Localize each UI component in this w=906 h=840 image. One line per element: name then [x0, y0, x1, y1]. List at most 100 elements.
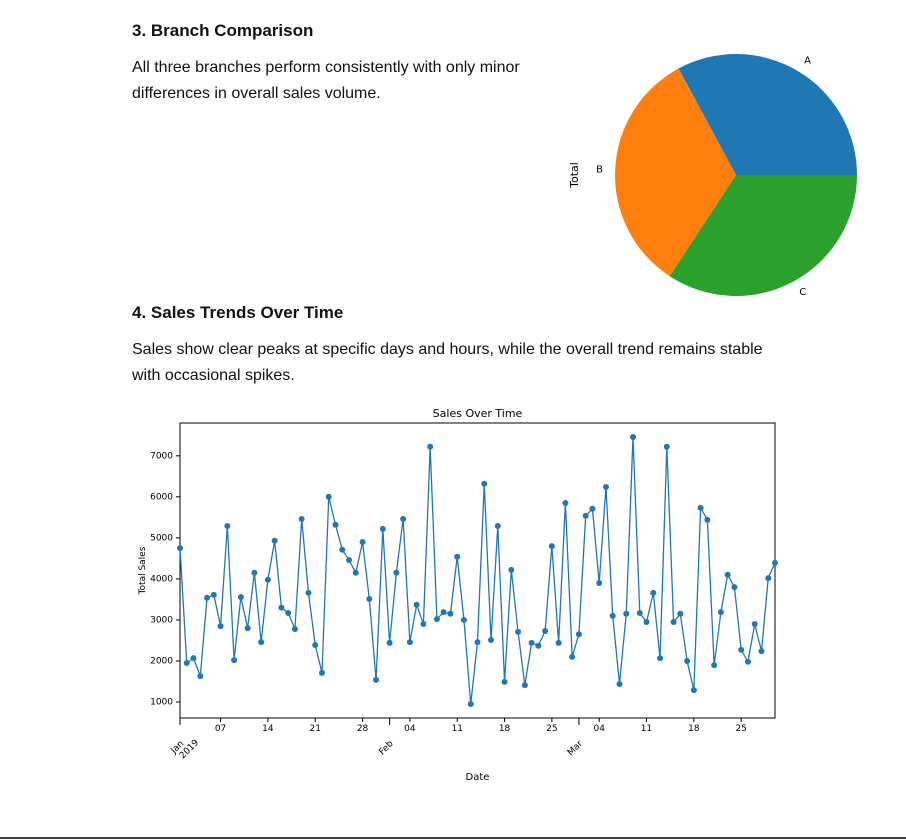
data-point — [231, 657, 238, 664]
data-point — [291, 625, 298, 632]
data-point — [711, 662, 718, 669]
y-tick-label: 7000 — [150, 451, 173, 461]
data-point — [298, 516, 305, 523]
data-point — [264, 576, 271, 583]
data-point — [508, 566, 515, 573]
x-tick-label: 07 — [215, 724, 226, 734]
pie-slice — [615, 68, 736, 277]
pie-slice — [678, 53, 858, 176]
data-point — [663, 443, 670, 450]
data-point — [224, 522, 231, 529]
data-point — [548, 543, 555, 550]
data-point — [704, 516, 711, 523]
data-point — [217, 623, 224, 630]
data-point — [724, 571, 731, 578]
data-point — [772, 559, 778, 566]
plot-frame — [179, 422, 776, 719]
y-tick-label: 4000 — [150, 574, 173, 584]
data-point — [393, 569, 400, 576]
x-tick-label: 25 — [546, 724, 557, 734]
data-point — [677, 610, 684, 617]
data-point — [643, 618, 650, 625]
x-tick-label: Feb — [377, 739, 396, 758]
x-tick-label: 18 — [688, 724, 700, 734]
y-tick-label: 3000 — [150, 615, 173, 625]
data-point — [609, 612, 616, 619]
x-tick-label: Mar — [566, 739, 585, 758]
data-point — [312, 641, 319, 648]
data-point — [210, 591, 217, 598]
x-tick-label: 28 — [357, 724, 369, 734]
data-point — [575, 631, 582, 638]
pie-label: A — [804, 56, 811, 67]
data-point — [258, 639, 265, 646]
data-point — [332, 521, 339, 528]
data-point — [285, 609, 292, 616]
y-axis-label: Total — [568, 162, 581, 189]
data-point — [602, 484, 609, 491]
data-point — [386, 639, 393, 646]
data-point — [183, 660, 190, 667]
data-point — [366, 596, 373, 603]
data-point — [271, 537, 278, 544]
data-point — [697, 504, 704, 511]
data-point — [650, 589, 657, 596]
data-point — [244, 625, 251, 632]
data-point — [562, 500, 569, 507]
data-point — [528, 639, 535, 646]
data-point — [427, 443, 434, 450]
data-point — [684, 657, 691, 664]
data-point — [596, 580, 603, 587]
x-tick-label: 25 — [735, 724, 746, 734]
data-point — [440, 609, 447, 616]
section-heading: 3. Branch Comparison — [132, 21, 314, 40]
data-point — [251, 569, 258, 576]
x-tick-label: 04 — [404, 724, 416, 734]
data-point — [190, 655, 197, 662]
section-paragraph: Sales show clear peaks at specific days … — [132, 341, 763, 384]
data-point — [569, 653, 576, 660]
data-point — [738, 646, 745, 653]
y-tick-label: 5000 — [150, 533, 173, 543]
data-point — [670, 618, 677, 625]
data-point — [359, 538, 366, 545]
data-point — [758, 648, 765, 655]
data-point — [406, 639, 413, 646]
data-point — [717, 609, 724, 616]
data-point — [636, 609, 643, 616]
section-paragraph: All three branches perform consistently … — [132, 59, 520, 102]
data-point — [555, 639, 562, 646]
data-point — [460, 616, 467, 623]
data-point — [474, 639, 481, 646]
data-point — [413, 601, 420, 608]
x-tick-label: Jan2019 — [169, 731, 202, 764]
data-point — [325, 493, 332, 500]
data-point — [278, 604, 285, 611]
data-point — [467, 701, 474, 708]
pie-label: C — [799, 287, 806, 298]
data-point — [346, 557, 353, 564]
data-point — [630, 433, 637, 440]
y-tick-label: 2000 — [150, 656, 173, 666]
data-point — [623, 610, 630, 617]
data-point — [582, 512, 589, 519]
x-tick-label: 11 — [451, 724, 462, 734]
data-point — [515, 628, 522, 635]
data-point — [433, 616, 440, 623]
data-point — [400, 516, 407, 523]
data-point — [765, 575, 772, 582]
data-point — [339, 546, 346, 553]
data-point — [237, 593, 244, 600]
data-point — [501, 678, 508, 685]
data-point — [305, 589, 312, 596]
pie-label: B — [596, 164, 603, 175]
data-point — [744, 658, 751, 665]
data-point — [454, 553, 461, 560]
pie-slice — [669, 175, 857, 296]
y-tick-label: 6000 — [150, 492, 173, 502]
data-point — [420, 621, 427, 628]
data-point — [542, 628, 549, 635]
data-point — [731, 584, 738, 591]
chart-title: Sales Over Time — [433, 407, 523, 420]
data-point — [521, 682, 528, 689]
